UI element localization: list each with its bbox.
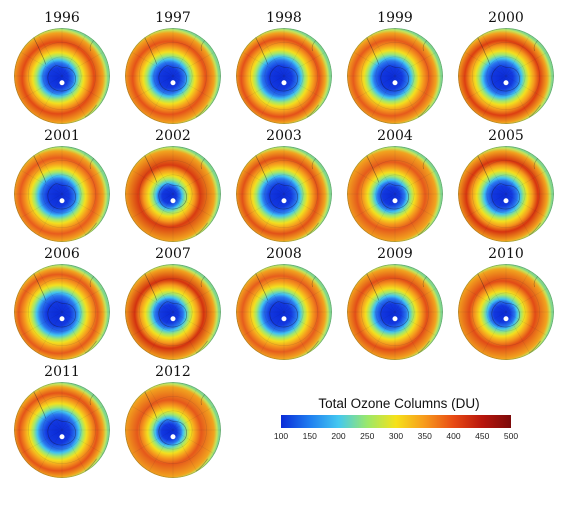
colorbar-tick-label: 400 bbox=[446, 431, 461, 441]
ozone-globe-map bbox=[458, 28, 554, 124]
ozone-globe-map bbox=[14, 28, 110, 124]
map-year-label: 1998 bbox=[266, 10, 302, 26]
ozone-globe-map bbox=[125, 382, 221, 478]
colorbar-tick-label: 450 bbox=[475, 431, 490, 441]
map-year-label: 1996 bbox=[44, 10, 80, 26]
ozone-globe-map bbox=[458, 264, 554, 360]
ozone-globe-map bbox=[125, 146, 221, 242]
map-year-label: 2002 bbox=[155, 128, 191, 144]
ozone-globe-map bbox=[347, 28, 443, 124]
colorbar-tick-label: 250 bbox=[360, 431, 375, 441]
ozone-globe-map bbox=[458, 146, 554, 242]
map-year-label: 2008 bbox=[266, 246, 302, 262]
map-year-label: 2000 bbox=[488, 10, 524, 26]
ozone-globe-map bbox=[14, 146, 110, 242]
ozone-globe-map bbox=[347, 146, 443, 242]
colorbar-tick-label: 500 bbox=[503, 431, 519, 441]
ozone-globe-map bbox=[125, 28, 221, 124]
ozone-globe-map bbox=[125, 264, 221, 360]
map-year-label: 2010 bbox=[488, 246, 524, 262]
ozone-globe-map bbox=[14, 382, 110, 478]
ozone-globe-map bbox=[236, 28, 332, 124]
map-year-label: 2005 bbox=[488, 128, 524, 144]
colorbar-tick-label: 200 bbox=[331, 431, 346, 441]
map-year-label: 1997 bbox=[155, 10, 191, 26]
map-year-label: 2001 bbox=[44, 128, 80, 144]
colorbar-ticks: 100 150 200 250 300 350 400 450 500 bbox=[274, 431, 518, 445]
colorbar-legend: Total Ozone Columns (DU) 100 150 200 250 300… bbox=[268, 396, 530, 456]
map-year-label: 1999 bbox=[377, 10, 413, 26]
colorbar-gradient bbox=[281, 415, 511, 428]
ozone-globe-map bbox=[236, 146, 332, 242]
map-year-label: 2012 bbox=[155, 364, 191, 380]
map-year-label: 2009 bbox=[377, 246, 413, 262]
colorbar-tick-label: 150 bbox=[302, 431, 317, 441]
ozone-globe-map bbox=[236, 264, 332, 360]
ozone-globe-map bbox=[347, 264, 443, 360]
map-year-label: 2006 bbox=[44, 246, 80, 262]
map-year-label: 2003 bbox=[266, 128, 302, 144]
colorbar-title: Total Ozone Columns (DU) bbox=[318, 396, 480, 411]
ozone-globe-map bbox=[14, 264, 110, 360]
map-year-label: 2011 bbox=[44, 364, 80, 380]
colorbar-tick-label: 350 bbox=[417, 431, 432, 441]
colorbar-tick-label: 300 bbox=[388, 431, 404, 441]
colorbar-tick-label: 100 bbox=[273, 431, 289, 441]
map-year-label: 2007 bbox=[155, 246, 191, 262]
map-year-label: 2004 bbox=[377, 128, 413, 144]
